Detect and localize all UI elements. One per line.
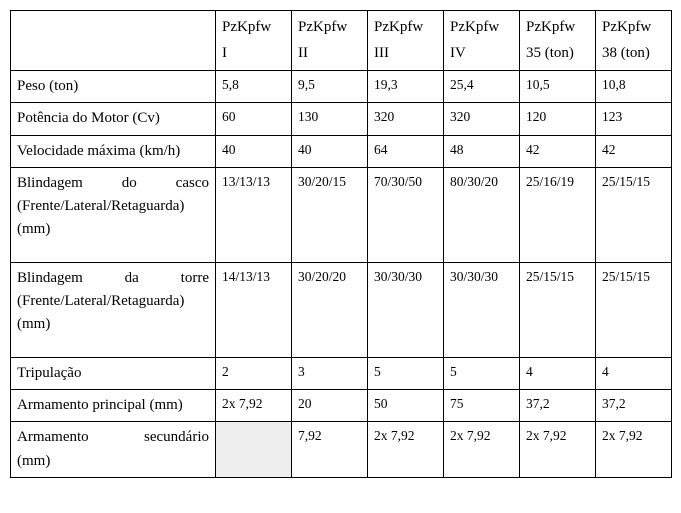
row-peso-label: Peso (ton) bbox=[11, 71, 216, 103]
torre-l1b: da bbox=[125, 267, 139, 290]
sec-l1b: secundário bbox=[144, 426, 209, 449]
cell: 2x 7,92 bbox=[520, 422, 596, 478]
cell: 14/13/13 bbox=[216, 262, 292, 357]
table-header-row: PzKpfw I PzKpfw II PzKpfw III PzKpfw IV … bbox=[11, 11, 672, 71]
cell: 9,5 bbox=[292, 71, 368, 103]
cell: 48 bbox=[444, 135, 520, 167]
cell: 30/20/15 bbox=[292, 167, 368, 262]
row-velocidade-label: Velocidade máxima (km/h) bbox=[11, 135, 216, 167]
cell: 60 bbox=[216, 103, 292, 135]
cell: 4 bbox=[520, 357, 596, 389]
cell: 120 bbox=[520, 103, 596, 135]
cell: 75 bbox=[444, 390, 520, 422]
cell: 25/16/19 bbox=[520, 167, 596, 262]
header-col-6-l2: 38 (ton) bbox=[602, 45, 650, 61]
cell: 37,2 bbox=[596, 390, 672, 422]
sec-l1a: Armamento bbox=[17, 426, 89, 449]
cell: 10,8 bbox=[596, 71, 672, 103]
cell: 3 bbox=[292, 357, 368, 389]
header-col-4-l1: PzKpfw bbox=[450, 19, 499, 35]
header-col-3-l2: III bbox=[374, 45, 389, 61]
header-col-6: PzKpfw 38 (ton) bbox=[596, 11, 672, 71]
cell: 40 bbox=[216, 135, 292, 167]
torre-l2: (Frente/Lateral/Retaguarda) bbox=[17, 293, 184, 309]
cell: 5,8 bbox=[216, 71, 292, 103]
cell: 70/30/50 bbox=[368, 167, 444, 262]
cell: 20 bbox=[292, 390, 368, 422]
cell: 30/30/30 bbox=[444, 262, 520, 357]
header-col-2-l2: II bbox=[298, 45, 308, 61]
cell: 19,3 bbox=[368, 71, 444, 103]
header-col-3-l1: PzKpfw bbox=[374, 19, 423, 35]
header-col-2: PzKpfw II bbox=[292, 11, 368, 71]
row-arm-principal-label: Armamento principal (mm) bbox=[11, 390, 216, 422]
header-col-1-l2: I bbox=[222, 45, 227, 61]
cell: 30/20/20 bbox=[292, 262, 368, 357]
cell-empty-shaded bbox=[216, 422, 292, 478]
cell: 37,2 bbox=[520, 390, 596, 422]
cell: 40 bbox=[292, 135, 368, 167]
cell: 25/15/15 bbox=[520, 262, 596, 357]
cell: 50 bbox=[368, 390, 444, 422]
row-peso: Peso (ton) 5,8 9,5 19,3 25,4 10,5 10,8 bbox=[11, 71, 672, 103]
row-tripulacao: Tripulação 2 3 5 5 4 4 bbox=[11, 357, 672, 389]
row-potencia: Potência do Motor (Cv) 60 130 320 320 12… bbox=[11, 103, 672, 135]
header-col-2-l1: PzKpfw bbox=[298, 19, 347, 35]
row-blindagem-casco-label: Blindagem do casco (Frente/Lateral/Retag… bbox=[11, 167, 216, 262]
row-arm-principal: Armamento principal (mm) 2x 7,92 20 50 7… bbox=[11, 390, 672, 422]
torre-l3: (mm) bbox=[17, 316, 50, 332]
cell: 2x 7,92 bbox=[368, 422, 444, 478]
cell: 320 bbox=[368, 103, 444, 135]
header-col-6-l1: PzKpfw bbox=[602, 19, 651, 35]
cell: 25/15/15 bbox=[596, 167, 672, 262]
torre-l1a: Blindagem bbox=[17, 267, 83, 290]
cell: 4 bbox=[596, 357, 672, 389]
cell: 25/15/15 bbox=[596, 262, 672, 357]
row-tripulacao-label: Tripulação bbox=[11, 357, 216, 389]
casco-l3: (mm) bbox=[17, 221, 50, 237]
cell: 320 bbox=[444, 103, 520, 135]
header-col-1: PzKpfw I bbox=[216, 11, 292, 71]
cell: 2x 7,92 bbox=[596, 422, 672, 478]
torre-l1c: torre bbox=[181, 267, 209, 290]
header-col-1-l1: PzKpfw bbox=[222, 19, 271, 35]
cell: 5 bbox=[368, 357, 444, 389]
header-empty bbox=[11, 11, 216, 71]
row-arm-secundario-label: Armamento secundário (mm) bbox=[11, 422, 216, 478]
row-potencia-label: Potência do Motor (Cv) bbox=[11, 103, 216, 135]
cell: 5 bbox=[444, 357, 520, 389]
row-blindagem-torre-label: Blindagem da torre (Frente/Lateral/Retag… bbox=[11, 262, 216, 357]
header-col-5-l1: PzKpfw bbox=[526, 19, 575, 35]
casco-l1c: casco bbox=[176, 172, 209, 195]
header-col-5: PzKpfw 35 (ton) bbox=[520, 11, 596, 71]
cell: 2x 7,92 bbox=[216, 390, 292, 422]
cell: 10,5 bbox=[520, 71, 596, 103]
header-col-4-l2: IV bbox=[450, 45, 466, 61]
cell: 2x 7,92 bbox=[444, 422, 520, 478]
header-col-4: PzKpfw IV bbox=[444, 11, 520, 71]
cell: 42 bbox=[520, 135, 596, 167]
cell: 42 bbox=[596, 135, 672, 167]
header-col-5-l2: 35 (ton) bbox=[526, 45, 574, 61]
header-col-3: PzKpfw III bbox=[368, 11, 444, 71]
row-blindagem-casco: Blindagem do casco (Frente/Lateral/Retag… bbox=[11, 167, 672, 262]
casco-l1a: Blindagem bbox=[17, 172, 83, 195]
cell: 13/13/13 bbox=[216, 167, 292, 262]
cell: 123 bbox=[596, 103, 672, 135]
cell: 80/30/20 bbox=[444, 167, 520, 262]
cell: 2 bbox=[216, 357, 292, 389]
cell: 130 bbox=[292, 103, 368, 135]
row-blindagem-torre: Blindagem da torre (Frente/Lateral/Retag… bbox=[11, 262, 672, 357]
casco-l1b: do bbox=[122, 172, 137, 195]
cell: 25,4 bbox=[444, 71, 520, 103]
cell: 7,92 bbox=[292, 422, 368, 478]
casco-l2: (Frente/Lateral/Retaguarda) bbox=[17, 198, 184, 214]
cell: 64 bbox=[368, 135, 444, 167]
cell: 30/30/30 bbox=[368, 262, 444, 357]
sec-l2: (mm) bbox=[17, 453, 50, 469]
tank-spec-table: PzKpfw I PzKpfw II PzKpfw III PzKpfw IV … bbox=[10, 10, 672, 478]
row-velocidade: Velocidade máxima (km/h) 40 40 64 48 42 … bbox=[11, 135, 672, 167]
row-arm-secundario: Armamento secundário (mm) 7,92 2x 7,92 2… bbox=[11, 422, 672, 478]
